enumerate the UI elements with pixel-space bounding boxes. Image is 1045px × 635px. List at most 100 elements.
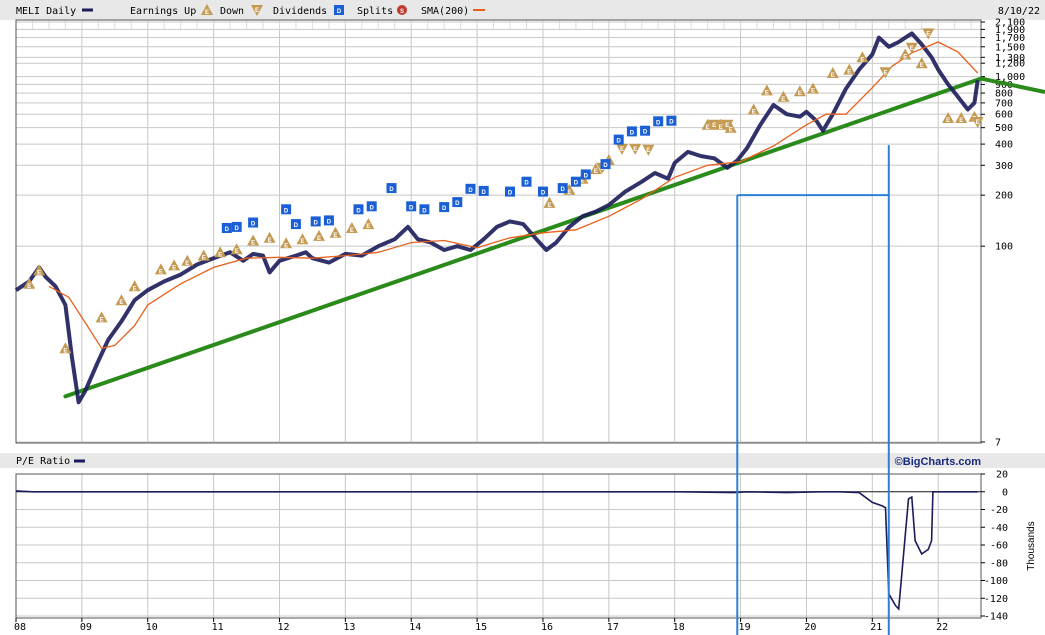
down-label: Down (220, 6, 244, 17)
dividend-marker: D (580, 169, 591, 180)
x-tick-label: 10 (146, 622, 158, 633)
earnings-up-marker: E (115, 294, 128, 306)
dividend-marker: D (538, 186, 548, 197)
pe-tick-label: -120 (984, 594, 1008, 605)
earnings-down-letter: E (926, 31, 930, 37)
earnings-down-marker: E (971, 117, 984, 128)
earnings-up-letter: E (37, 270, 41, 276)
earnings-up-triangle (747, 103, 760, 115)
dividend-marker: D (406, 201, 417, 212)
dividend-marker: D (653, 116, 664, 127)
price-tick-label: 600 (995, 110, 1013, 121)
x-tick-label: 12 (277, 622, 289, 633)
price-line (14, 31, 980, 405)
x-tick-label: 11 (212, 622, 224, 633)
earnings-up-triangle (154, 263, 167, 275)
earnings-up-marker: E (168, 259, 181, 271)
dividend-letter: D (574, 181, 579, 187)
earnings-up-triangle (95, 311, 108, 323)
dividend-letter: D (284, 208, 289, 214)
split-icon: S (397, 5, 407, 15)
dividends-label: Dividends (273, 6, 327, 17)
earnings-down-letter: E (633, 147, 637, 153)
dividend-letter: D (389, 187, 394, 193)
dividend-box (221, 223, 232, 233)
dividend-box (290, 219, 301, 230)
earnings-up-marker: E (154, 263, 167, 275)
trendline (63, 76, 983, 399)
pe-tick-label: -80 (990, 558, 1008, 569)
dividend-letter: D (603, 163, 608, 169)
svg-text:E: E (255, 8, 259, 14)
earnings-down-letter: E (910, 46, 914, 52)
dividend-letter: D (235, 226, 240, 232)
dividend-marker: D (600, 159, 611, 170)
earnings-up-letter: E (172, 265, 176, 271)
x-tick-label: 17 (607, 622, 619, 633)
earnings-up-letter: E (251, 241, 255, 247)
price-tick-label: 300 (995, 161, 1013, 172)
x-tick-label: 14 (409, 622, 421, 633)
earnings-up-triangle (23, 277, 36, 289)
pe-label-bar (0, 453, 1045, 468)
earnings-up-triangle (955, 112, 968, 123)
dividend-letter: D (356, 208, 361, 214)
dividend-box (666, 115, 677, 126)
splits-label: Splits (357, 6, 393, 17)
x-tick-label: 20 (804, 622, 816, 633)
pe-axis-title: Thousands (1026, 521, 1037, 570)
earnings-up-marker: E (181, 254, 194, 267)
price-tick-label: 1,300 (995, 53, 1025, 64)
dividend-marker: D (248, 217, 259, 228)
earnings-down-triangle (616, 143, 628, 155)
earnings-down-triangle (708, 119, 721, 131)
earnings-down-triangle (629, 143, 642, 155)
earnings-down-marker: E (922, 28, 935, 40)
dividend-marker: D (353, 204, 364, 215)
price-tick-label: 7 (995, 438, 1001, 449)
earnings-up-triangle (843, 63, 856, 75)
dividend-marker: D (386, 183, 397, 194)
price-tick-label: 700 (995, 98, 1013, 109)
pe-tick-label: 0 (1002, 487, 1008, 498)
earnings-up-letter: E (350, 228, 354, 234)
dividend-box (626, 126, 637, 137)
earnings-up-marker: E (214, 246, 227, 258)
sma-line (48, 41, 979, 350)
earnings-up-letter: E (567, 190, 571, 196)
earnings-up-letter: E (860, 57, 864, 63)
earnings-down-triangle (905, 42, 918, 54)
earnings-up-triangle (128, 280, 141, 292)
dividend-box (640, 125, 651, 136)
earnings-up-triangle (59, 342, 72, 354)
earnings-up-triangle (181, 254, 194, 266)
dividend-marker: D (452, 197, 463, 208)
price-tick-label: 1,000 (995, 72, 1025, 83)
dividend-marker: D (281, 204, 292, 215)
earnings-up-marker: E (33, 264, 46, 276)
dividend-letter: D (630, 130, 635, 136)
earnings-up-marker: E (95, 311, 108, 323)
dividend-box (406, 201, 417, 212)
price-tick-label: 1,900 (995, 25, 1025, 36)
earnings-up-marker: E (296, 233, 309, 245)
earnings-up-marker: E (701, 118, 714, 131)
dividend-box (386, 183, 397, 194)
dividend-marker: D (640, 125, 651, 136)
annotations (736, 145, 890, 635)
earnings-up-letter: E (333, 233, 337, 239)
earnings-up-letter: E (63, 348, 67, 354)
dividend-box (248, 217, 259, 228)
earnings-up-triangle (807, 82, 819, 94)
dividend-letter: D (442, 206, 447, 212)
earnings-up-triangle (589, 163, 602, 175)
earnings-up-marker: E (747, 103, 760, 116)
dividend-letter: D (468, 188, 473, 194)
earnings-up-letter: E (594, 169, 598, 175)
earnings-up-triangle (345, 222, 358, 233)
earnings-down-marker: E (708, 119, 721, 131)
dividend-box (323, 215, 334, 226)
earnings-down-letter: E (725, 123, 729, 129)
earnings-down-letter: E (620, 147, 624, 153)
dividend-box (465, 183, 476, 194)
